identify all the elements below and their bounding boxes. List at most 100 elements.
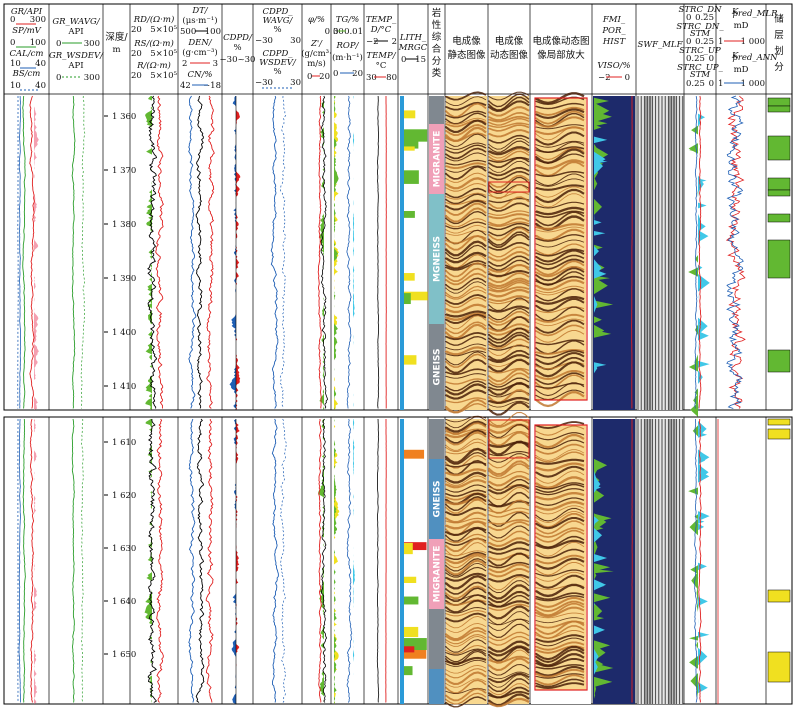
image-band (534, 462, 585, 472)
fmi-green-spike (594, 458, 608, 472)
image-band (444, 119, 487, 133)
strc-spike (698, 230, 709, 243)
image-band (535, 617, 585, 624)
lith-facies-block (404, 273, 415, 281)
image-band (488, 221, 530, 227)
image-band (445, 254, 487, 269)
image-band (444, 126, 487, 142)
fmi-label: FMI_ (602, 15, 626, 25)
image-band (534, 126, 585, 136)
gr-range-max: 300 (30, 15, 46, 25)
resistivity-fill (145, 96, 152, 410)
image-band (445, 416, 487, 429)
litho-class-label-char: 合 (432, 43, 442, 55)
image-band (535, 529, 585, 543)
image-band (488, 222, 530, 231)
image-band (445, 353, 487, 368)
image-band (535, 629, 585, 639)
image-band (488, 686, 530, 699)
cdpd-wsdev-label: CDPD_ (262, 49, 293, 59)
image-band (444, 383, 487, 396)
litho-class-band (429, 669, 444, 704)
rop-curve (346, 418, 353, 703)
fmi-cyan-spike (594, 649, 599, 665)
strc-spike (698, 523, 705, 531)
strc-spike (694, 354, 698, 372)
cal-curve (18, 418, 22, 703)
image-band (445, 133, 487, 147)
strc-dn-label: STRC_DN (679, 5, 722, 15)
lith-facies-block (404, 646, 415, 653)
depth-tick-label: 1 640 (112, 597, 136, 607)
image-band (534, 666, 585, 677)
fmi-green-spike (594, 681, 597, 697)
image-band (445, 551, 487, 561)
image-band (488, 124, 530, 132)
image-band (445, 285, 487, 299)
image-band (445, 635, 487, 647)
image-band (534, 465, 585, 478)
strc-spike (698, 631, 710, 638)
image-band (445, 668, 487, 679)
image-band (534, 148, 585, 164)
image-band (488, 655, 530, 664)
dt-max: 100 (205, 27, 221, 37)
image-band (444, 572, 487, 582)
image-band (487, 657, 530, 672)
cn-min: 42 (180, 81, 191, 91)
dt-unit: (μs·m⁻¹) (182, 15, 217, 26)
image-band (445, 343, 487, 351)
image-band (445, 475, 487, 486)
image-band (535, 324, 585, 337)
image-band (535, 432, 585, 441)
image-band (488, 463, 530, 477)
image-band (488, 510, 530, 518)
image-band (535, 126, 585, 141)
rd-label: RD/(Ω·m) (133, 14, 175, 25)
image-band (488, 323, 530, 332)
dynamic-image-label: 电成像 (495, 35, 524, 47)
reservoir-block (767, 418, 791, 426)
image-band (488, 678, 530, 693)
strc-spike (698, 202, 707, 209)
fmi-green-spike (594, 198, 602, 215)
strc-spike (698, 330, 709, 341)
strc-spike (690, 673, 698, 690)
image-band (445, 489, 487, 497)
cdpd-wsdev-unit: % (273, 67, 281, 77)
fmi-green-spike (594, 615, 604, 621)
image-band (444, 323, 487, 340)
image-band (488, 368, 530, 383)
image-band (445, 599, 487, 614)
image-band (488, 231, 530, 246)
image-band (535, 634, 585, 643)
image-band (445, 644, 487, 655)
image-band (488, 623, 530, 639)
image-band (487, 396, 530, 405)
zi-curve (317, 95, 322, 409)
fmi-cyan-spike (594, 601, 595, 607)
reservoir-label-char: 划 (774, 45, 784, 57)
fmi-cyan-spike (594, 516, 599, 525)
image-band (535, 374, 585, 390)
image-band (535, 451, 585, 463)
rop-max: 20 (352, 69, 363, 79)
image-band (535, 349, 585, 355)
image-band (445, 297, 487, 309)
image-band (488, 93, 530, 108)
temp-d-curve (376, 418, 380, 703)
image-band (535, 226, 585, 233)
strc-spike (697, 589, 698, 606)
depth-unit: m (112, 45, 120, 55)
image-band (535, 425, 585, 436)
image-band (488, 377, 530, 388)
gr-fill (34, 96, 39, 410)
image-band (535, 266, 585, 278)
phi-min: 30 (333, 27, 344, 37)
k-mlr-min: 1 (718, 37, 723, 47)
image-band (488, 331, 530, 344)
strc-spike (694, 514, 698, 520)
image-band (535, 306, 585, 322)
strc-up-label: STRC_UP (679, 46, 721, 56)
